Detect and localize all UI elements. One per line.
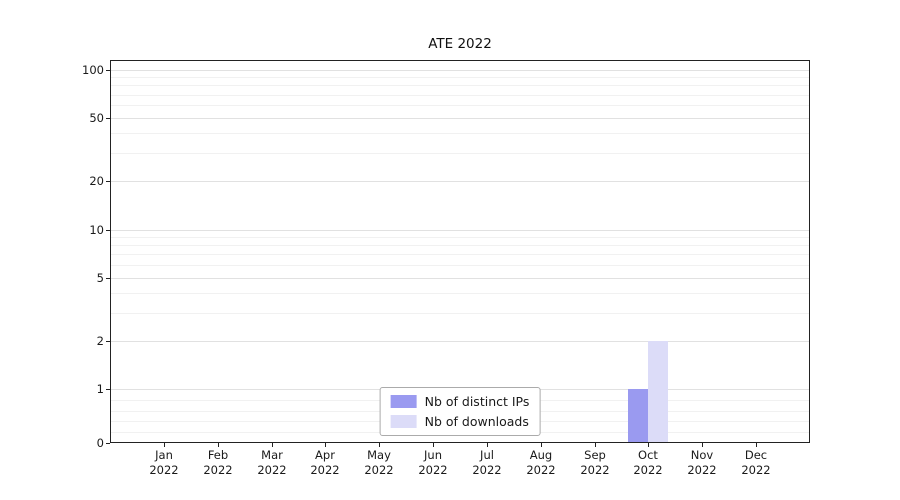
x-tick-year: 2022 [526, 463, 556, 477]
y-tick-label: 20 [89, 174, 104, 188]
gridline [111, 133, 809, 134]
y-tick-mark [106, 443, 110, 444]
x-tick-mark [541, 443, 542, 447]
x-tick-month: Aug [529, 448, 553, 462]
y-tick-label: 50 [89, 111, 104, 125]
y-tick-label: 10 [89, 223, 104, 237]
y-tick-label: 2 [96, 334, 104, 348]
x-tick-month: Feb [207, 448, 229, 462]
y-tick-label: 0 [96, 436, 104, 450]
gridline [111, 341, 809, 342]
x-tick-mark [595, 443, 596, 447]
x-tick-month: Jun [424, 448, 442, 462]
x-tick-month: Sep [584, 448, 606, 462]
legend-item-downloads: Nb of downloads [390, 414, 530, 429]
gridline [111, 293, 809, 294]
gridline [111, 245, 809, 246]
x-tick-year: 2022 [149, 463, 179, 477]
gridline [111, 181, 809, 182]
x-tick-mark [756, 443, 757, 447]
x-tick-year: 2022 [472, 463, 502, 477]
legend-item-distinct-ips: Nb of distinct IPs [390, 394, 530, 409]
legend-swatch-distinct-ips [390, 395, 417, 408]
gridline [111, 254, 809, 255]
x-tick-month: Jul [480, 448, 494, 462]
y-tick-label: 100 [82, 63, 104, 77]
x-tick-month: Apr [315, 448, 335, 462]
x-tick-year: 2022 [687, 463, 717, 477]
x-tick-year: 2022 [310, 463, 340, 477]
y-tick-mark [106, 118, 110, 119]
y-tick-mark [106, 181, 110, 182]
x-tick-label: Sep 2022 [564, 448, 626, 478]
gridline [111, 70, 809, 71]
gridline [111, 278, 809, 279]
x-tick-mark [218, 443, 219, 447]
legend-label-downloads: Nb of downloads [424, 414, 529, 429]
x-tick-mark [487, 443, 488, 447]
x-tick-label: Nov 2022 [671, 448, 733, 478]
x-tick-mark [379, 443, 380, 447]
x-tick-year: 2022 [418, 463, 448, 477]
bar-nb-of-distinct-ips-oct [628, 389, 648, 442]
x-tick-label: Apr 2022 [294, 448, 356, 478]
x-tick-mark [164, 443, 165, 447]
y-tick-mark [106, 341, 110, 342]
y-tick-label: 5 [96, 271, 104, 285]
y-tick-mark [106, 278, 110, 279]
x-tick-year: 2022 [741, 463, 771, 477]
legend-label-distinct-ips: Nb of distinct IPs [424, 394, 530, 409]
x-tick-label: Dec 2022 [725, 448, 787, 478]
legend-swatch-downloads [390, 415, 417, 428]
gridline [111, 77, 809, 78]
gridline [111, 230, 809, 231]
x-tick-label: May 2022 [348, 448, 410, 478]
gridline [111, 105, 809, 106]
x-tick-month: Oct [638, 448, 658, 462]
x-tick-mark [325, 443, 326, 447]
gridline [111, 118, 809, 119]
chart-title: ATE 2022 [428, 36, 492, 52]
x-tick-year: 2022 [364, 463, 394, 477]
x-tick-label: Jun 2022 [402, 448, 464, 478]
x-tick-month: May [367, 448, 391, 462]
gridline [111, 237, 809, 238]
x-tick-mark [433, 443, 434, 447]
bar-nb-of-downloads-oct [648, 341, 668, 442]
x-tick-mark [702, 443, 703, 447]
gridline [111, 313, 809, 314]
x-tick-year: 2022 [203, 463, 233, 477]
x-tick-label: Oct 2022 [617, 448, 679, 478]
x-tick-label: Feb 2022 [187, 448, 249, 478]
legend: Nb of distinct IPs Nb of downloads [379, 387, 541, 436]
x-tick-label: Jan 2022 [133, 448, 195, 478]
y-tick-label: 1 [96, 382, 104, 396]
x-tick-year: 2022 [633, 463, 663, 477]
x-tick-month: Dec [744, 448, 768, 462]
gridline [111, 153, 809, 154]
x-tick-mark [272, 443, 273, 447]
gridline [111, 95, 809, 96]
x-tick-month: Mar [261, 448, 283, 462]
x-tick-label: Aug 2022 [510, 448, 572, 478]
gridline [111, 85, 809, 86]
y-tick-mark [106, 230, 110, 231]
y-tick-mark [106, 389, 110, 390]
x-tick-label: Mar 2022 [241, 448, 303, 478]
x-tick-year: 2022 [257, 463, 287, 477]
x-tick-mark [648, 443, 649, 447]
x-tick-month: Jan [155, 448, 173, 462]
x-tick-label: Jul 2022 [456, 448, 518, 478]
gridline [111, 265, 809, 266]
y-tick-mark [106, 70, 110, 71]
x-tick-year: 2022 [580, 463, 610, 477]
x-tick-month: Nov [690, 448, 714, 462]
